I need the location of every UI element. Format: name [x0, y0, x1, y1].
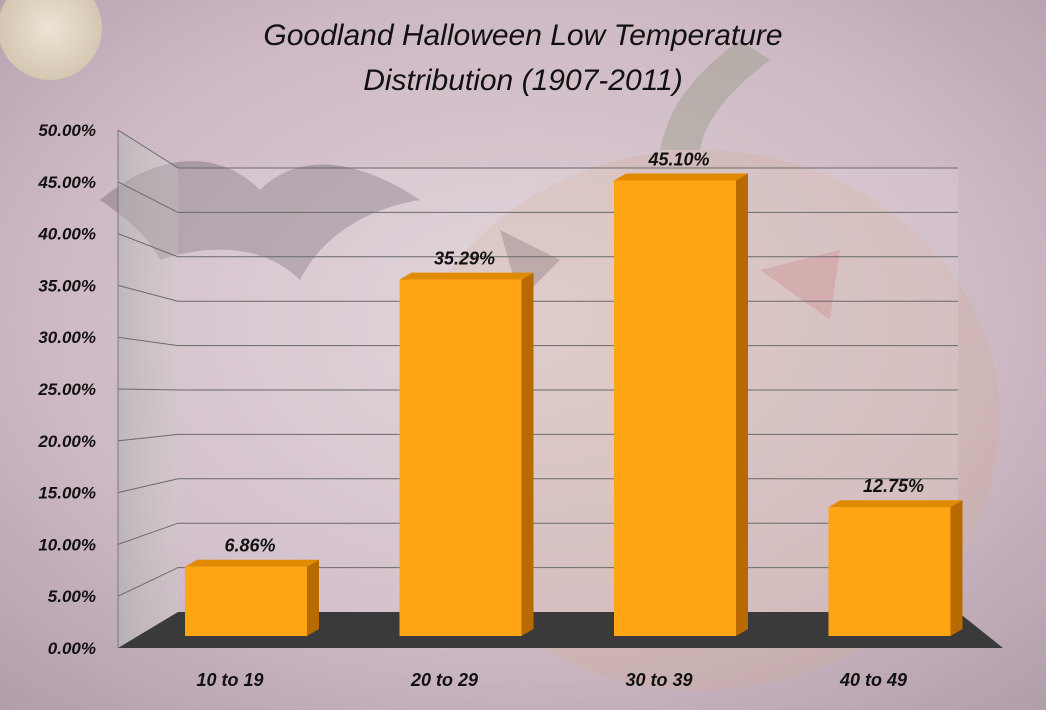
gridline [117, 129, 958, 169]
x-category-label: 40 to 49 [839, 670, 907, 690]
chart-floor [118, 612, 1003, 648]
bar-data-label: 12.75% [863, 476, 924, 496]
x-axis-category-labels: 10 to 19 20 to 29 30 to 39 40 to 49 [196, 670, 907, 690]
bar-data-label: 45.10% [647, 149, 709, 169]
bar-data-label: 35.29% [434, 249, 495, 269]
bar-side-face [736, 173, 748, 637]
y-tick-label: 50.00% [38, 121, 96, 140]
y-tick-label: 30.00% [38, 328, 96, 347]
bar-top-face [185, 559, 319, 567]
y-tick-label: 10.00% [38, 535, 96, 554]
bar-front-face [185, 566, 307, 636]
bar-data-label: 6.86% [224, 536, 275, 556]
bar-top-face [828, 500, 963, 508]
chart-title-line-1: Goodland Halloween Low Temperature [263, 19, 782, 52]
bar-2 [399, 272, 534, 636]
chart-back-wall [178, 168, 958, 620]
bar-side-face [950, 500, 963, 636]
bar-3 [614, 173, 748, 637]
bar-side-face [307, 559, 319, 636]
bar-front-face [828, 507, 951, 636]
y-tick-label: 15.00% [38, 484, 96, 503]
y-tick-label: 25.00% [37, 380, 96, 399]
bar-top-face [614, 173, 748, 181]
x-category-label: 20 to 29 [410, 670, 478, 690]
y-tick-label: 5.00% [48, 587, 96, 606]
y-tick-label: 20.00% [37, 432, 96, 451]
x-category-label: 10 to 19 [196, 670, 263, 690]
bar-4 [828, 500, 963, 636]
bars: 6.86% 35.29% 45.10% 12.75% [185, 149, 963, 637]
y-tick-label: 45.00% [37, 173, 96, 192]
chart-title-line-2: Distribution (1907-2011) [363, 64, 683, 97]
x-category-label: 30 to 39 [625, 670, 692, 690]
y-tick-label: 35.00% [38, 276, 96, 295]
y-tick-label: 0.00% [48, 639, 96, 658]
bar-1 [185, 559, 319, 636]
y-tick-label: 40.00% [37, 225, 96, 244]
bar-front-face [614, 180, 736, 637]
y-axis-tick-labels: 0.00% 5.00% 10.00% 15.00% 20.00% 25.00% 30.00%… [37, 121, 96, 658]
bar-top-face [399, 272, 534, 280]
bar-front-face [399, 279, 522, 636]
bar-side-face [521, 272, 534, 636]
